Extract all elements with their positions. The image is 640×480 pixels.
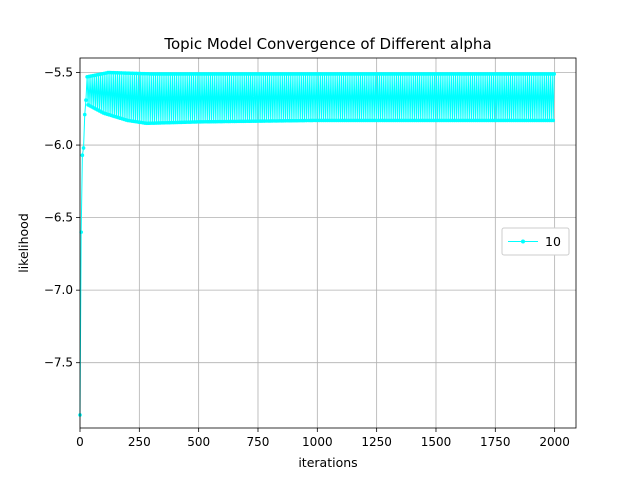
x-tick-label: 2000: [539, 435, 570, 449]
series-point: [84, 98, 88, 102]
x-tick-label: 1000: [302, 435, 333, 449]
y-axis-label: likelihood: [16, 213, 31, 273]
y-tick-label: −7.0: [44, 283, 73, 297]
x-tick-label: 500: [187, 435, 210, 449]
y-tick-label: −6.0: [44, 138, 73, 152]
x-tick-label: 1750: [480, 435, 511, 449]
y-tick-label: −5.5: [44, 66, 73, 80]
x-tick-label: 1500: [421, 435, 452, 449]
x-axis-ticks: 0 250 500 750 1000 1250 1500 1750 2000: [76, 428, 570, 449]
x-tick-label: 250: [128, 435, 151, 449]
series-point: [551, 118, 556, 123]
y-axis-ticks: −7.5 −7.0 −6.5 −6.0 −5.5: [44, 66, 80, 370]
x-tick-label: 0: [76, 435, 84, 449]
plot-frame: [79, 57, 577, 429]
y-tick-label: −6.5: [44, 211, 73, 225]
x-tick-label: 1250: [361, 435, 392, 449]
y-tick-label: −7.5: [44, 356, 73, 370]
series-point: [80, 153, 85, 158]
series-layer: [78, 70, 556, 417]
x-tick-label: 750: [247, 435, 270, 449]
legend: 10: [501, 227, 570, 256]
legend-dot-marker: [521, 239, 525, 244]
chart-title: Topic Model Convergence of Different alp…: [163, 35, 491, 53]
series-point: [82, 112, 87, 117]
series-point: [81, 146, 86, 150]
x-axis-label: iterations: [298, 455, 357, 470]
series-point: [552, 72, 556, 76]
legend-label: 10: [545, 234, 561, 249]
